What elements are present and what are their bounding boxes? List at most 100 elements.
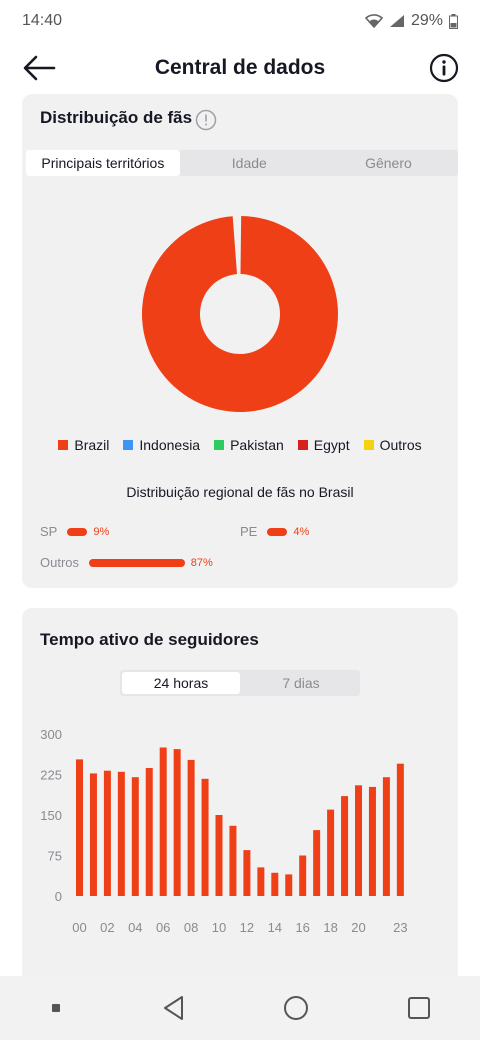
- bar-hour-19: [341, 796, 349, 896]
- bar-hour-00: [76, 759, 83, 896]
- bar-hour-06: [159, 747, 167, 896]
- legend-swatch: [297, 440, 308, 450]
- active-time-card: Tempo ativo de seguidores 24 horas 7 dia…: [22, 608, 458, 976]
- bar-hour-21: [368, 786, 376, 896]
- recents-dot-icon[interactable]: [46, 998, 66, 1018]
- bar-hour-15: [285, 874, 293, 896]
- x-tick-label: 14: [268, 920, 282, 935]
- x-tick-label: 20: [351, 920, 365, 935]
- x-tick-label: 23: [393, 920, 407, 935]
- active-time-bar-chart: 0 75 150 225 300 00 02 04 06 08 10 12 14 16 18 20 23: [40, 727, 407, 935]
- bar-hour-12: [243, 850, 251, 896]
- x-tick-label: 12: [240, 920, 254, 935]
- battery-percent: 29%: [410, 12, 443, 29]
- x-tick-label: 08: [184, 920, 198, 935]
- active-time-title: Tempo ativo de seguidores: [40, 630, 259, 649]
- status-time: 14:40: [22, 12, 63, 29]
- bar-hour-22: [382, 777, 390, 896]
- territory-donut-chart: [142, 216, 338, 412]
- region-bar: [67, 527, 88, 536]
- bar-hour-17: [313, 830, 321, 896]
- battery-icon: [449, 13, 458, 29]
- legend-item-brazil: Brazil: [58, 437, 109, 453]
- legend-label: Egypt: [313, 437, 350, 453]
- bar-hour-02: [103, 770, 111, 896]
- region-percent: 4%: [293, 525, 310, 538]
- overview-square-icon[interactable]: [404, 993, 434, 1023]
- fans-distribution-title: Distribuição de fãs: [40, 108, 193, 127]
- region-label: PE: [240, 524, 258, 539]
- signal-icon: [389, 15, 404, 27]
- bar-hour-18: [327, 809, 335, 896]
- y-tick-label: 225: [40, 768, 62, 783]
- x-tick-label: 02: [100, 920, 114, 935]
- legend-item-indonesia: Indonesia: [123, 437, 200, 453]
- x-tick-label: 10: [212, 920, 226, 935]
- bar-hour-08: [187, 759, 195, 896]
- fans-distribution-card: Distribuição de fãs Principais territóri…: [22, 94, 458, 588]
- tab-24-horas[interactable]: 24 horas: [122, 672, 240, 694]
- region-label: SP: [40, 524, 58, 539]
- region-label: Outros: [40, 555, 80, 570]
- home-circle-icon[interactable]: [281, 993, 311, 1023]
- bar-hour-20: [355, 785, 362, 896]
- bar-hour-11: [229, 825, 237, 896]
- tab-idade[interactable]: Idade: [231, 155, 267, 171]
- legend-item-outros: Outros: [363, 437, 422, 453]
- bar-hour-07: [173, 749, 181, 896]
- region-bar: [89, 558, 185, 567]
- system-nav-bar: [0, 976, 480, 1040]
- back-arrow-icon[interactable]: [20, 52, 60, 84]
- app-header: Central de dados: [0, 42, 480, 94]
- legend-swatch: [123, 440, 134, 450]
- legend-label: Indonesia: [139, 437, 201, 453]
- status-icons: 29%: [364, 12, 458, 30]
- bar-hour-16: [299, 855, 307, 896]
- bar-hour-13: [257, 867, 265, 896]
- x-tick-label: 00: [72, 920, 86, 935]
- legend-item-pakistan: Pakistan: [214, 437, 284, 453]
- x-tick-label: 04: [128, 920, 142, 935]
- y-tick-label: 75: [48, 849, 62, 864]
- y-tick-label: 300: [40, 727, 62, 742]
- donut-legend: Brazil Indonesia Pakistan Egypt Outros: [22, 437, 458, 453]
- y-tick-label: 0: [55, 889, 62, 904]
- wifi-icon: [364, 14, 383, 28]
- region-sp: SP 9%: [40, 524, 109, 539]
- region-outros: Outros 87%: [40, 555, 213, 570]
- legend-item-egypt: Egypt: [297, 437, 350, 453]
- bar-hour-01: [89, 773, 97, 896]
- back-triangle-icon[interactable]: [159, 993, 189, 1023]
- region-pe: PE 4%: [240, 524, 309, 539]
- y-tick-label: 150: [40, 808, 62, 823]
- region-bar: [267, 527, 288, 536]
- page-content[interactable]: Distribuição de fãs Principais territóri…: [0, 94, 480, 976]
- tab-genero[interactable]: Gênero: [365, 155, 412, 171]
- page-title: Central de dados: [154, 56, 326, 79]
- bar-hour-04: [131, 777, 139, 896]
- region-percent: 87%: [190, 556, 213, 569]
- tab-principais-territorios[interactable]: Principais territórios: [26, 150, 180, 176]
- bar-hour-10: [215, 815, 223, 896]
- bar-hour-03: [117, 771, 125, 896]
- tab-7-dias[interactable]: 7 dias: [282, 675, 320, 691]
- help-icon[interactable]: [195, 109, 217, 131]
- legend-label: Pakistan: [230, 437, 284, 453]
- bar-hour-23: [396, 763, 404, 896]
- info-icon[interactable]: [428, 52, 460, 84]
- legend-swatch: [363, 440, 374, 450]
- x-tick-label: 16: [295, 920, 309, 935]
- bar-hour-05: [145, 768, 153, 896]
- x-tick-label: 06: [156, 920, 170, 935]
- donut-slice-brazil: [142, 216, 338, 412]
- legend-swatch: [214, 440, 225, 450]
- legend-label: Brazil: [74, 437, 110, 453]
- status-bar: 14:40 29%: [0, 0, 480, 42]
- bar-hour-09: [201, 778, 209, 896]
- fans-tabs: Principais territórios Idade Gênero: [26, 150, 458, 176]
- region-percent: 9%: [93, 525, 110, 538]
- regional-distribution-title: Distribuição regional de fãs no Brasil: [126, 484, 354, 500]
- legend-swatch: [58, 440, 69, 450]
- active-time-tabs: 24 horas 7 dias: [120, 670, 360, 696]
- bar-hour-14: [271, 872, 279, 896]
